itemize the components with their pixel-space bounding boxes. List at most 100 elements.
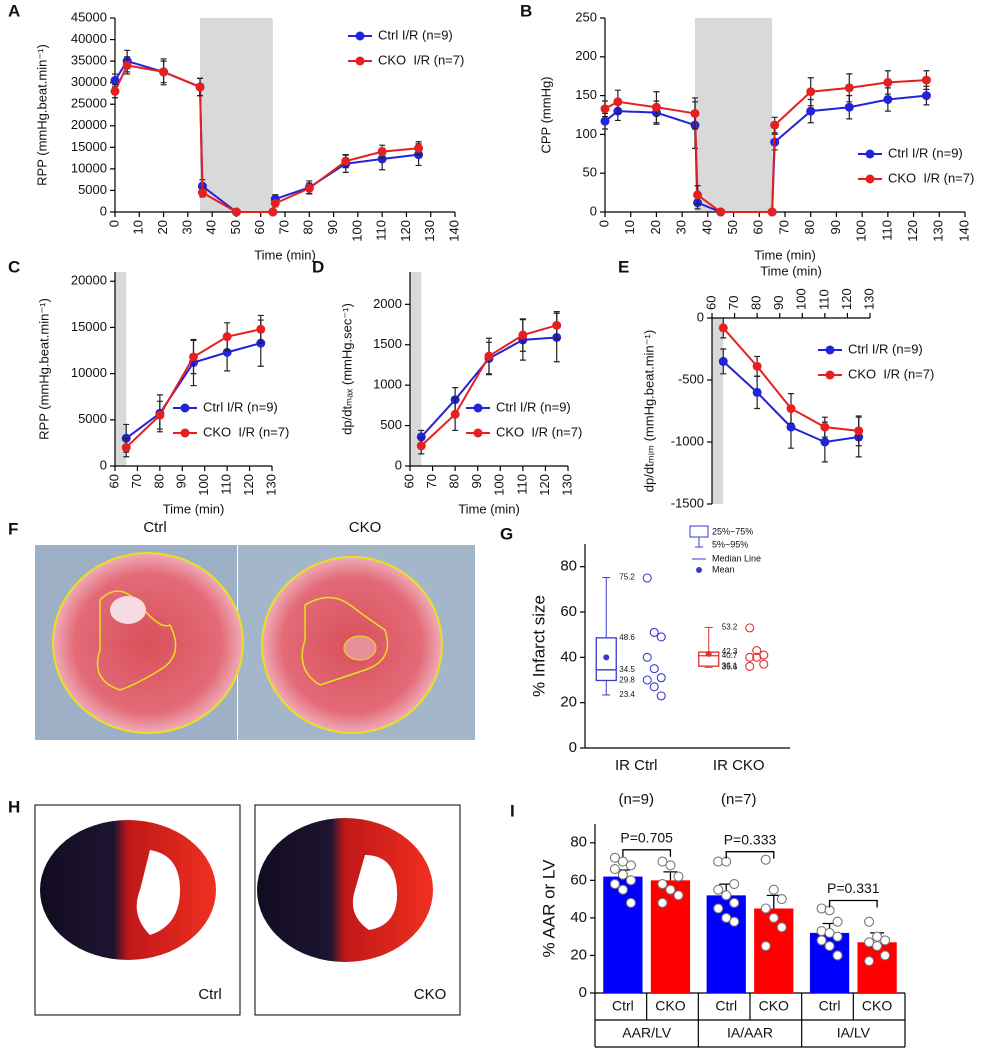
data-point [820,422,830,432]
y-tick-label: 80 [560,558,577,575]
data-point [642,652,652,662]
data-point [484,351,494,361]
x-tick-label: 20 [155,220,170,234]
data-point [693,190,703,200]
data-point [617,856,628,867]
pale-region [110,596,146,624]
data-point [716,207,726,217]
y-tick-label: 20000 [71,273,107,288]
x-tick-note: (n=7) [721,791,756,808]
y-tick-label: 0 [590,203,597,218]
y-tick-label: 40 [570,909,587,926]
x-tick-label: 110 [514,474,529,495]
x-tick-label: 50 [725,220,740,234]
series-label: Ctrl [612,998,634,1014]
x-tick-label: 120 [241,474,256,496]
data-point [690,108,700,118]
x-tick-label: 100 [349,220,364,242]
series-line [604,79,927,213]
error-bar [663,871,678,881]
legend-label: 5%~95% [712,539,748,549]
y-axis-title: RPP (mmHg.beat.min⁻¹) [36,298,51,440]
y-axis-title: CPP (mmHg) [538,76,553,153]
heart-slice [257,818,433,962]
data-point [760,941,771,952]
x-tick-label: 130 [422,220,437,242]
data-point [110,86,120,96]
data-point [872,941,883,952]
p-value: P=0.705 [620,830,673,846]
bar [706,895,746,993]
data-point [745,661,755,671]
series-label: CKO [759,998,789,1014]
stat-label: 53.2 [722,623,738,632]
x-tick-label: 70 [276,220,291,234]
x-tick-label: 130 [559,474,574,496]
x-tick-label: IR CKO [713,757,765,774]
x-tick-label: 0 [596,220,611,227]
image-label: Ctrl [143,519,166,536]
data-point [189,352,198,362]
data-point [518,330,528,340]
x-tick-label: 80 [802,220,817,234]
data-point [600,116,610,126]
data-point [642,675,652,685]
tissue-images-h [34,804,461,1016]
ischemia-shade [200,18,273,212]
y-axis-title: dp/dtₘₐₓ (mmHg.sec⁻¹) [339,303,354,435]
x-tick-label: 60 [751,220,766,234]
y-tick-label: 30000 [71,74,107,89]
x-tick-label: 100 [492,474,507,496]
x-tick-label: 120 [398,220,413,242]
x-axis-title: Time (min) [754,247,816,262]
panel-label: C [8,257,20,276]
y-tick-label: 80 [570,834,587,851]
x-tick-label: 60 [252,220,267,234]
legend-marker [825,370,835,380]
y-tick-label: 0 [579,984,587,1001]
x-tick-label: 60 [401,474,416,488]
series-label: Ctrl [819,998,841,1014]
data-point [600,104,610,114]
data-point [416,441,426,451]
data-point [864,937,875,948]
data-point [760,903,771,914]
legend-marker [473,428,483,438]
cavity [136,850,180,935]
data-point [752,387,762,397]
y-tick-label: 5000 [78,182,107,197]
data-point [657,879,668,890]
x-tick-label: 30 [179,220,194,234]
x-tick-label: 120 [839,288,854,310]
panel-label: F [8,519,18,538]
data-point [552,320,562,330]
data-point [745,623,755,633]
data-point [768,884,779,895]
x-tick-label: 100 [854,220,869,242]
y-tick-label: 200 [575,48,597,63]
data-point [649,664,659,674]
x-tick-label: 60 [703,296,718,310]
y-tick-label: 1500 [373,336,402,351]
data-point [824,927,835,938]
y-axis-title: dp/dtₘᵢₘ (mmHg.beat.min⁻¹) [641,330,656,492]
data-point [625,860,636,871]
data-point [718,356,728,366]
data-point [625,897,636,908]
data-point [713,903,724,914]
legend-box [689,525,709,538]
series-label: CKO [655,998,685,1014]
data-point [651,102,661,112]
data-point [450,409,460,419]
legend-marker [865,174,875,184]
ischemia-shade [712,318,724,504]
data-point [341,156,351,166]
x-tick-label: 130 [861,288,876,310]
data-point [776,922,787,933]
data-point [883,77,893,87]
series-label: Ctrl [715,998,737,1014]
data-point [617,869,628,880]
panel-label: A [8,1,20,20]
y-tick-label: 20000 [71,117,107,132]
x-tick-label: 60 [106,474,121,488]
